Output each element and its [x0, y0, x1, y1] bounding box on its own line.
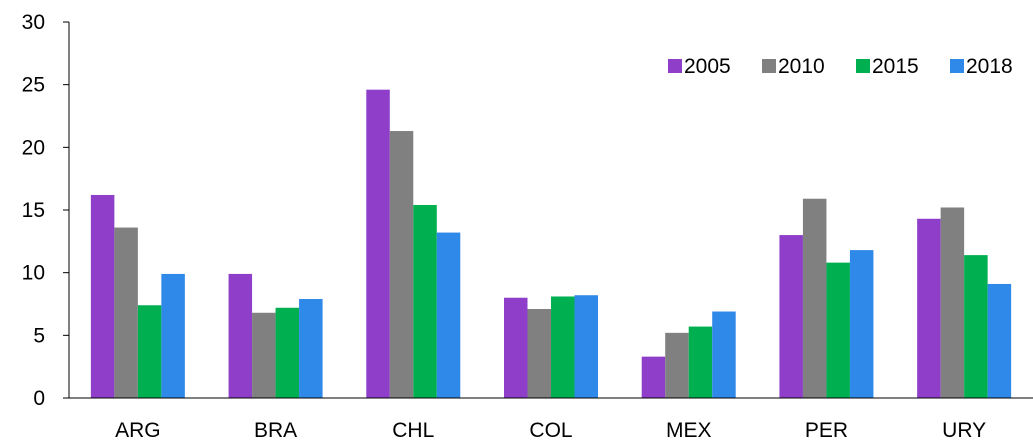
x-tick-label-ury: URY	[942, 419, 986, 441]
bar-ury-2018	[987, 283, 1012, 398]
bar-col-2018	[574, 295, 598, 398]
legend-swatch-2018	[950, 59, 964, 73]
bar-per-2005	[779, 235, 803, 398]
bar-per-2010	[802, 198, 827, 398]
bars-layer	[90, 89, 1012, 399]
bar-bra-2015	[275, 307, 300, 398]
bar-col-2015	[551, 296, 575, 398]
bar-chl-2018	[436, 232, 461, 398]
bar-bra-2010	[252, 312, 276, 398]
bar-col-2005	[504, 297, 528, 398]
bar-mex-2005	[641, 356, 666, 398]
y-tick-label: 20	[22, 136, 45, 159]
legend-label-2010: 2010	[778, 55, 825, 78]
x-tick-label-chl: CHL	[392, 419, 434, 441]
x-tick-label-bra: BRA	[254, 419, 297, 441]
bar-mex-2015	[688, 326, 713, 398]
legend-swatch-2005	[668, 59, 682, 73]
x-tick-label-per: PER	[805, 419, 848, 441]
bar-arg-2010	[114, 227, 138, 398]
legend-label-2005: 2005	[684, 55, 731, 78]
bar-ury-2015	[964, 255, 988, 398]
legend-label-2018: 2018	[966, 55, 1013, 78]
bar-per-2018	[849, 250, 874, 398]
bar-arg-2005	[90, 194, 115, 398]
x-tick-label-col: COL	[529, 419, 572, 441]
bar-bra-2005	[228, 273, 253, 398]
legend-swatch-2010	[762, 59, 776, 73]
legend-swatch-2015	[856, 59, 870, 73]
axes-layer: 0 5 10 15 20 25 30 ARG BRA CHL COL MEX PER URY	[22, 11, 1033, 441]
y-tick-label: 5	[33, 324, 45, 347]
bar-mex-2010	[665, 332, 689, 398]
bar-per-2015	[826, 262, 850, 398]
y-tick-label: 15	[22, 199, 45, 222]
y-tick-label: 10	[22, 262, 45, 285]
y-tick-label: 25	[22, 74, 45, 97]
bar-bra-2018	[299, 298, 323, 398]
y-tick-label: 0	[33, 387, 45, 410]
bar-ury-2010	[940, 207, 965, 398]
y-tick-label: 30	[22, 11, 45, 34]
x-tick-label-mex: MEX	[666, 419, 712, 441]
x-tick-label-arg: ARG	[115, 419, 161, 441]
bar-arg-2018	[161, 273, 185, 398]
bar-ury-2005	[917, 218, 941, 398]
bar-arg-2015	[137, 305, 162, 398]
bar-chl-2010	[389, 131, 414, 399]
bar-mex-2018	[712, 311, 736, 398]
bar-col-2010	[527, 309, 551, 398]
bar-chl-2015	[413, 204, 437, 398]
legend: 2005 2010 2015 2018	[668, 55, 1013, 78]
legend-label-2015: 2015	[872, 55, 919, 78]
bar-chl-2005	[366, 89, 390, 399]
